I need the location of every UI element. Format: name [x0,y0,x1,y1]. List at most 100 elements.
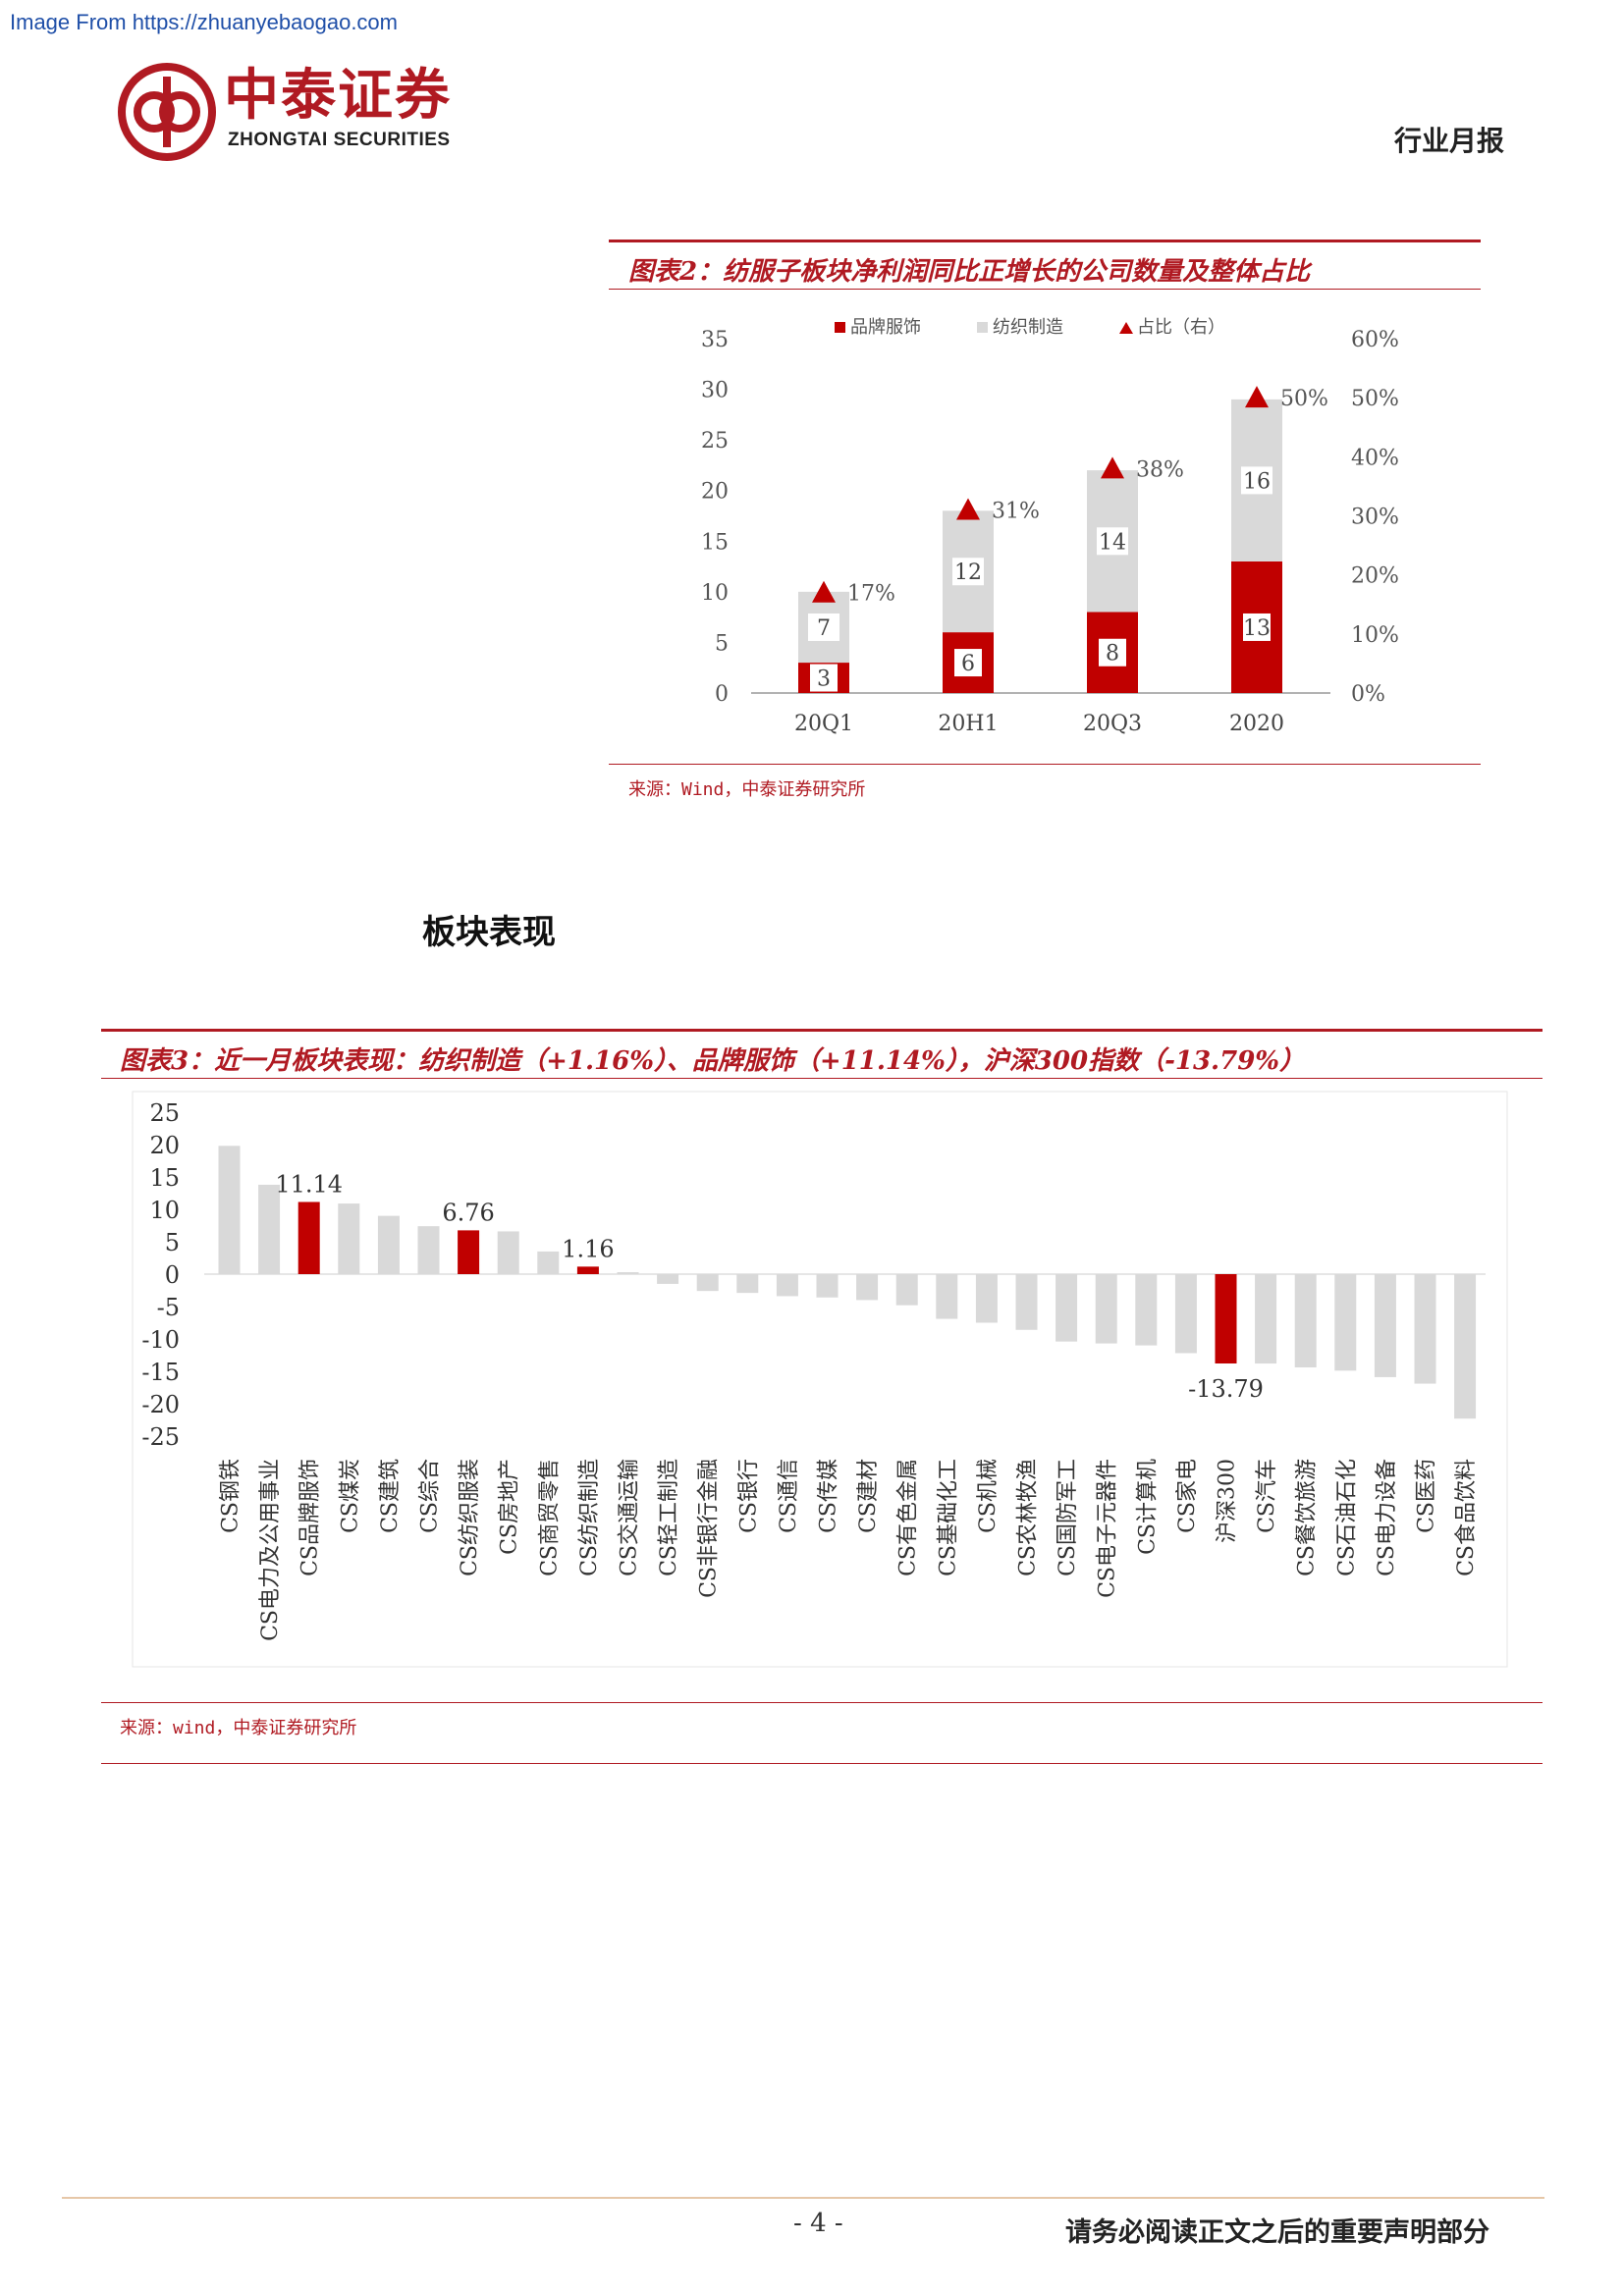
data-label: 11.14 [275,1170,343,1198]
x-tick-label: CS餐饮旅游 [1295,1459,1320,1576]
x-tick-label: 2020 [1229,712,1284,736]
sector-bar [1135,1274,1158,1346]
data-label-brand: 3 [817,667,831,692]
x-tick-label: CS房地产 [498,1459,522,1555]
right-axis-tick-label: 10% [1351,623,1399,648]
ratio-marker [1101,456,1124,479]
left-axis-tick-label: 25 [701,429,729,454]
sector-bar [458,1230,480,1274]
left-axis-tick-label: 35 [701,328,729,352]
sector-bar [1174,1274,1197,1354]
y-tick-label: -25 [141,1423,180,1451]
x-tick-label: CS商贸零售 [537,1459,562,1576]
page-number: - 4 - [793,2209,843,2238]
y-tick-label: 5 [165,1229,180,1256]
x-tick-label: CS计算机 [1135,1459,1160,1555]
x-tick-label: CS综合 [418,1459,443,1533]
sector-bar [1374,1274,1396,1377]
x-tick-label: CS银行 [736,1459,761,1533]
sector-bar [975,1274,998,1323]
left-axis-tick-label: 20 [701,480,729,505]
data-label-brand: 8 [1106,642,1119,667]
sector-bar [1255,1274,1277,1364]
disclaimer-note: 请务必阅读正文之后的重要声明部分 [1065,2217,1489,2248]
sector-bar [617,1272,639,1274]
figure3-plot-frame [132,1091,1508,1668]
sector-bar [696,1274,719,1292]
label-box [1243,613,1271,641]
data-label: 1.16 [562,1235,614,1262]
left-axis-tick-label: 30 [701,379,729,403]
data-label-ratio: 17% [847,582,895,607]
left-axis-tick-label: 5 [715,631,729,656]
sector-bar [936,1274,958,1319]
x-tick-label: 20Q3 [1083,712,1142,736]
x-tick-label: CS钢铁 [219,1459,244,1533]
right-axis-tick-label: 60% [1351,328,1399,352]
sector-bar [537,1251,560,1274]
label-box [808,613,839,641]
y-tick-label: 10 [149,1197,180,1224]
right-axis-tick-label: 40% [1351,446,1399,470]
sector-bar [338,1203,360,1274]
left-axis-tick-label: 15 [701,530,729,555]
sector-bar [1215,1274,1237,1364]
right-axis-tick-label: 20% [1351,564,1399,589]
x-tick-label: CS建筑 [378,1459,403,1533]
figure3-title-rule [101,1078,1543,1079]
x-tick-label: CS交通运输 [618,1459,642,1576]
figure3-title: 图表3：近一月板块表现：纺织制造（+1.16%）、品牌服饰（+11.14%），沪… [120,1046,1305,1076]
figure2-bottom-rule [609,764,1481,765]
sector-bar [1015,1274,1038,1330]
legend-marker-ratio [1119,322,1133,334]
y-tick-label: -10 [141,1326,180,1354]
data-label-textile: 14 [1099,530,1126,555]
x-tick-label: CS非银行金融 [697,1459,722,1598]
x-tick-label: CS有色金属 [896,1459,921,1576]
ratio-marker [956,498,980,520]
figure2-title: 图表2：纺服子板块净利润同比正增长的公司数量及整体占比 [628,257,1311,287]
x-tick-label: CS电力及公用事业 [258,1459,283,1641]
x-tick-label: CS电力设备 [1375,1459,1399,1576]
x-tick-label: CS品牌服饰 [298,1459,323,1576]
sector-bar [1414,1274,1436,1384]
sector-bar [1454,1274,1477,1419]
figure3-top-rule [101,1029,1543,1032]
x-tick-label: CS传媒 [817,1459,841,1533]
y-tick-label: 15 [149,1164,180,1192]
data-label-brand: 6 [961,652,975,676]
right-axis-tick-label: 50% [1351,387,1399,411]
left-axis-tick-label: 10 [701,581,729,606]
y-tick-label: 25 [149,1099,180,1127]
figure3-chart: 25 20 15 10 5 0 -5 -10 -15 -20 -25 11.14 6.76 1.16 -1… [132,1091,1508,1668]
x-tick-label: CS家电 [1175,1459,1200,1533]
sector-bar [1095,1274,1117,1344]
data-label-textile: 16 [1243,469,1271,494]
source-url[interactable]: Image From https://zhuanyebaogao.com [10,10,398,34]
sector-bar [417,1226,440,1274]
legend-label-textile: 纺织制造 [993,317,1063,338]
figure2-title-rule [609,289,1481,290]
y-tick-label: 0 [165,1261,180,1289]
x-tick-label: CS石油石化 [1334,1459,1359,1576]
right-axis-tick-label: 30% [1351,506,1399,530]
x-tick-label: CS汽车 [1255,1459,1279,1533]
label-box [1241,466,1272,495]
x-tick-label: 20H1 [938,712,998,736]
x-tick-label: CS建材 [856,1459,881,1533]
report-type: 行业月报 [1394,125,1505,157]
data-label-ratio: 31% [992,499,1040,523]
sector-bar [657,1274,679,1284]
sector-bar [497,1231,519,1274]
data-label-textile: 7 [817,616,831,641]
zhongtai-logo-icon [118,63,216,161]
x-tick-label: CS纺织服装 [458,1459,482,1576]
sector-bar [895,1274,918,1306]
label-box [1099,638,1126,667]
sector-bar [298,1201,320,1274]
sector-bar [377,1215,400,1274]
label-box [810,664,838,692]
sector-bar [258,1184,281,1274]
sector-bar [1334,1274,1357,1371]
sector-bar [218,1146,241,1274]
